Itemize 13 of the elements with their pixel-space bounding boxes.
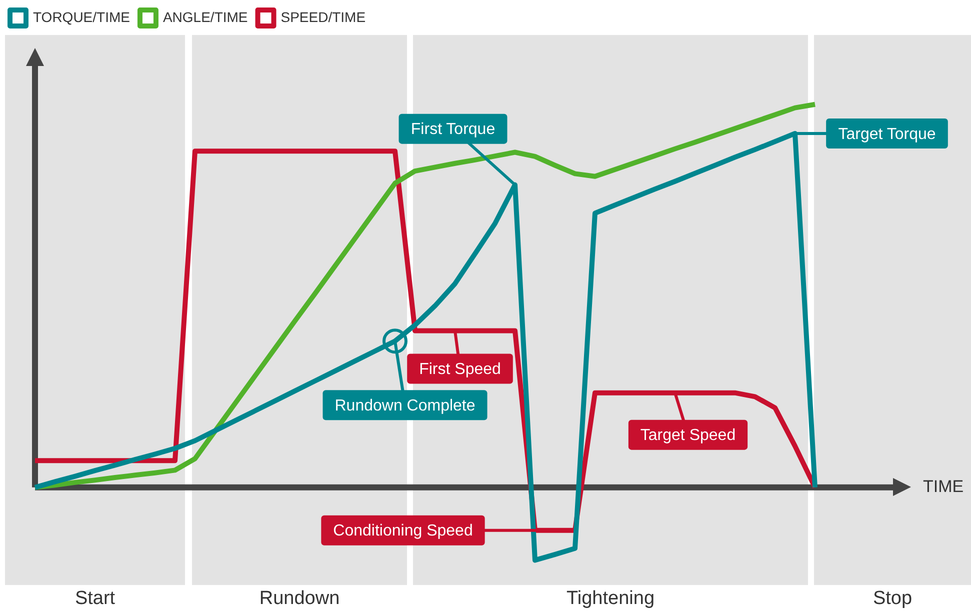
legend-label: TORQUE/TIME [33,8,130,25]
legend-label: ANGLE/TIME [162,8,248,25]
annotation: Target Speed [640,427,736,444]
text: TIME [923,477,964,496]
text: Start [74,588,116,611]
annotation: Conditioning Speed [333,522,473,540]
text: Rundown [258,588,341,611]
annotation: First Torque [410,121,496,138]
text: Tightening [565,588,656,611]
annotation: First Speed [419,361,501,378]
legend-label: SPEED/TIME [280,8,366,25]
annotation: Rundown Complete [334,398,476,415]
text: Stop [872,588,914,611]
